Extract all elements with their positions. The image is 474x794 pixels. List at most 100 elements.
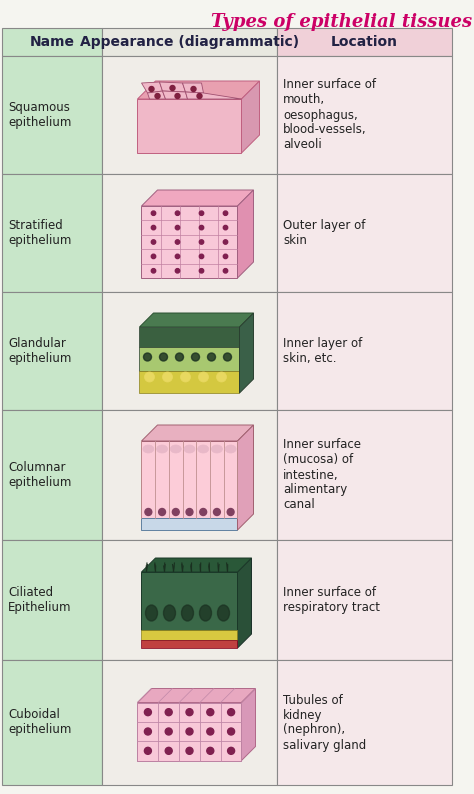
Polygon shape	[147, 91, 165, 99]
Ellipse shape	[145, 508, 152, 515]
Text: Inner surface of
respiratory tract: Inner surface of respiratory tract	[283, 586, 380, 614]
Text: Location: Location	[331, 35, 398, 49]
Circle shape	[199, 225, 204, 229]
Circle shape	[199, 240, 204, 245]
Circle shape	[223, 240, 228, 245]
Polygon shape	[139, 313, 254, 327]
Polygon shape	[137, 99, 241, 153]
Circle shape	[175, 94, 180, 98]
Circle shape	[155, 94, 160, 98]
Ellipse shape	[211, 445, 222, 453]
Circle shape	[186, 728, 193, 735]
Circle shape	[149, 87, 154, 91]
Bar	[102, 292, 277, 410]
Circle shape	[151, 211, 155, 215]
Text: Squamous
epithelium: Squamous epithelium	[8, 101, 72, 129]
Polygon shape	[139, 347, 239, 371]
Circle shape	[181, 372, 191, 382]
Polygon shape	[142, 190, 254, 206]
Circle shape	[151, 254, 155, 259]
Circle shape	[145, 728, 151, 735]
Polygon shape	[139, 327, 239, 347]
Circle shape	[199, 268, 204, 273]
Bar	[277, 660, 452, 785]
Ellipse shape	[200, 508, 207, 515]
Circle shape	[175, 254, 180, 259]
Circle shape	[175, 353, 183, 361]
Text: Tubules of
kidney
(nephron),
salivary gland: Tubules of kidney (nephron), salivary gl…	[283, 693, 366, 751]
Circle shape	[223, 211, 228, 215]
Polygon shape	[142, 425, 254, 441]
Circle shape	[228, 709, 235, 715]
Circle shape	[163, 372, 173, 382]
Text: Name: Name	[29, 35, 74, 49]
Polygon shape	[237, 425, 254, 530]
Polygon shape	[163, 91, 188, 99]
Circle shape	[165, 709, 172, 715]
Polygon shape	[137, 703, 241, 761]
Text: Columnar
epithelium: Columnar epithelium	[8, 461, 72, 489]
Circle shape	[186, 747, 193, 754]
Bar	[2, 292, 102, 410]
Circle shape	[191, 87, 196, 91]
Bar	[277, 28, 452, 56]
Polygon shape	[137, 81, 259, 99]
Text: Appearance (diagrammatic): Appearance (diagrammatic)	[80, 35, 299, 49]
Bar	[2, 540, 102, 660]
Circle shape	[144, 353, 152, 361]
Circle shape	[191, 353, 200, 361]
Polygon shape	[142, 206, 237, 278]
Polygon shape	[237, 558, 252, 648]
Circle shape	[199, 211, 204, 215]
Circle shape	[165, 747, 172, 754]
Circle shape	[151, 240, 155, 245]
Circle shape	[217, 372, 227, 382]
Ellipse shape	[218, 605, 229, 621]
Bar	[102, 28, 277, 56]
Polygon shape	[241, 81, 259, 153]
Circle shape	[208, 353, 216, 361]
Circle shape	[223, 254, 228, 259]
Polygon shape	[241, 688, 255, 761]
Text: Cuboidal
epithelium: Cuboidal epithelium	[8, 708, 72, 737]
Polygon shape	[139, 371, 239, 393]
Polygon shape	[182, 83, 203, 93]
Polygon shape	[142, 441, 237, 518]
Text: Types of epithelial tissues: Types of epithelial tissues	[211, 13, 472, 31]
Circle shape	[207, 747, 214, 754]
Polygon shape	[185, 92, 241, 99]
Circle shape	[228, 747, 235, 754]
Circle shape	[175, 211, 180, 215]
Bar	[277, 292, 452, 410]
Circle shape	[175, 240, 180, 245]
Text: Outer layer of
skin: Outer layer of skin	[283, 219, 365, 247]
Circle shape	[197, 94, 202, 98]
Polygon shape	[142, 82, 163, 93]
Circle shape	[186, 709, 193, 715]
Bar	[102, 56, 277, 174]
Ellipse shape	[198, 445, 209, 453]
Bar	[102, 174, 277, 292]
Bar	[102, 410, 277, 540]
Ellipse shape	[184, 445, 195, 453]
Ellipse shape	[213, 508, 220, 515]
Bar	[2, 660, 102, 785]
Text: Inner surface of
mouth,
oesophagus,
blood-vessels,
alveoli: Inner surface of mouth, oesophagus, bloo…	[283, 79, 376, 152]
Bar	[277, 56, 452, 174]
Ellipse shape	[159, 508, 165, 515]
Circle shape	[145, 372, 155, 382]
Text: Glandular
epithelium: Glandular epithelium	[8, 337, 72, 365]
Ellipse shape	[164, 605, 175, 621]
Ellipse shape	[182, 605, 193, 621]
Ellipse shape	[143, 445, 154, 453]
Ellipse shape	[146, 605, 157, 621]
Bar	[2, 28, 102, 56]
Circle shape	[223, 268, 228, 273]
Circle shape	[207, 709, 214, 715]
Circle shape	[145, 709, 151, 715]
Bar	[277, 174, 452, 292]
Circle shape	[223, 225, 228, 229]
Ellipse shape	[156, 445, 167, 453]
Text: Inner surface
(mucosa) of
intestine,
alimentary
canal: Inner surface (mucosa) of intestine, ali…	[283, 438, 361, 511]
Circle shape	[145, 747, 151, 754]
